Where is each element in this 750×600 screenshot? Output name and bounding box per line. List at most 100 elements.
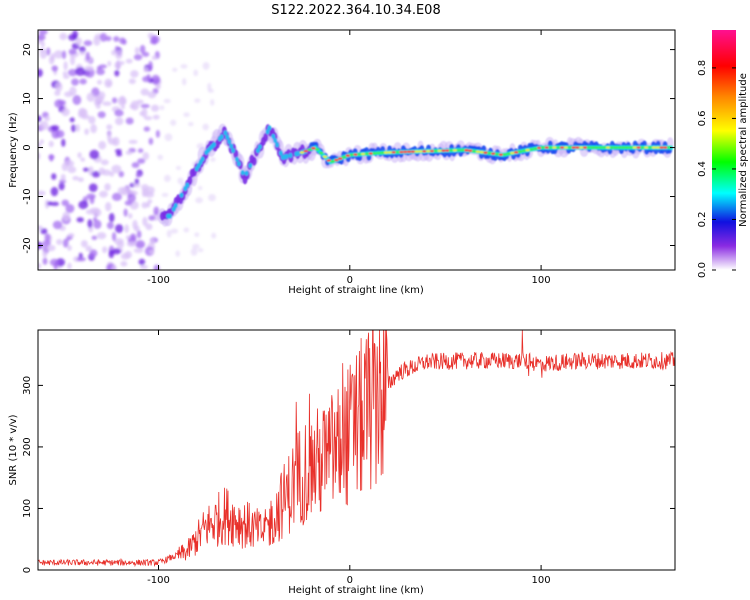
- heatmap-noise-cell: [183, 227, 190, 233]
- heatmap-ridge-core: [288, 152, 293, 158]
- heatmap-noise-cell: [112, 248, 122, 255]
- heatmap-ridge-hotspot: [464, 149, 469, 152]
- heatmap-ridge-hotspot: [345, 154, 351, 157]
- snr-ytick-label: 100: [22, 499, 33, 518]
- heatmap-noise-cell: [111, 192, 122, 201]
- heatmap-noise-cell: [211, 232, 217, 239]
- heatmap-noise-cell: [69, 117, 75, 123]
- colorbar: 0.0 0.2 0.4 0.6 0.8 Normalized spectral ampl…: [697, 30, 749, 278]
- heatmap-noise-cell: [142, 216, 148, 227]
- colorbar-tick-label: 0.8: [697, 60, 708, 76]
- heatmap-ridge-hotspot: [521, 149, 527, 153]
- heatmap-noise-cell: [96, 232, 107, 240]
- heatmap-noise-cell: [70, 55, 76, 66]
- heatmap-noise-cell: [140, 103, 150, 109]
- heatmap-noise-cell: [115, 49, 123, 60]
- heatmap-ridge-core: [265, 129, 270, 135]
- heatmap-noise-cell: [114, 69, 120, 77]
- heatmap-noise-cell: [202, 123, 209, 131]
- heatmap-noise-cell: [76, 217, 84, 223]
- heatmap-ridge-hotspot: [552, 146, 557, 149]
- heatmap-noise-cell: [49, 154, 54, 162]
- heatmap-noise-cell: [67, 245, 72, 251]
- heatmap-noise-cell: [108, 138, 117, 145]
- heatmap-noise-cell: [90, 124, 97, 134]
- heatmap-noise-cell: [38, 34, 46, 41]
- heatmap-noise-cell: [104, 183, 111, 191]
- heatmap-ridge-hotspot: [533, 147, 538, 150]
- heatmap-noise-cell: [65, 204, 75, 213]
- heatmap-ridge-hotspot: [330, 160, 335, 163]
- heatmap-noise-cell: [119, 95, 126, 104]
- heatmap-noise-cell: [46, 244, 56, 252]
- heatmap-noise-cell: [86, 92, 95, 102]
- heatmap-noise-cell: [197, 248, 204, 253]
- heatmap-noise-cell: [107, 60, 112, 67]
- heatmap-ridge-hotspot: [502, 153, 507, 156]
- heatmap-noise-cell: [80, 240, 88, 248]
- heatmap-noise-cell: [39, 120, 49, 131]
- heatmap-ridge-hotspot: [647, 146, 653, 149]
- heatmap-noise-cell: [106, 221, 114, 230]
- heatmap-ridge-hotspot: [494, 152, 500, 156]
- heatmap-noise-cell: [123, 208, 128, 217]
- heatmap-noise-cell: [99, 32, 108, 42]
- heatmap-noise-cell: [180, 64, 188, 69]
- heatmap-noise-cell: [108, 249, 115, 259]
- heatmap-ridge-hotspot: [326, 159, 331, 162]
- heatmap-noise-cell: [98, 140, 107, 150]
- heatmap-noise-cell: [194, 232, 200, 237]
- colorbar-tick-label: 0.0: [697, 262, 708, 278]
- heatmap-ridge-hotspot: [357, 153, 362, 156]
- heatmap-ridge-hotspot: [403, 150, 408, 154]
- heatmap-ridge-hotspot: [598, 146, 603, 149]
- heatmap-noise-cell: [194, 98, 201, 103]
- heatmap-ridge-hotspot: [322, 155, 328, 158]
- heatmap-ridge-hotspot: [437, 149, 442, 152]
- heatmap-noise-cell: [192, 243, 200, 250]
- heatmap-noise-cell: [52, 220, 63, 230]
- heatmap-ridge-hotspot: [399, 150, 404, 154]
- heatmap-ridge-hotspot: [460, 148, 465, 152]
- heatmap-ridge-hotspot: [353, 153, 358, 156]
- heatmap-noise-cell: [51, 65, 58, 72]
- heatmap-noise-cell: [172, 67, 178, 72]
- heatmap-ytick-label: 10: [22, 92, 33, 105]
- heatmap-noise-cell: [82, 167, 90, 172]
- heatmap-noise-cell: [38, 142, 42, 148]
- heatmap-ridge-core: [275, 142, 280, 148]
- heatmap-noise-cell: [76, 257, 86, 262]
- heatmap-ridge-core: [223, 130, 228, 136]
- heatmap-ridge-core: [296, 150, 301, 157]
- heatmap-ridge-core: [273, 137, 278, 144]
- heatmap-ridge-hotspot: [334, 158, 339, 162]
- heatmap-ridge-cell: [251, 156, 257, 166]
- heatmap-noise-cell: [105, 35, 112, 42]
- heatmap-noise-cell: [75, 37, 83, 46]
- snr-xtick-label: -100: [147, 575, 170, 586]
- heatmap-noise-cell: [111, 49, 116, 56]
- heatmap-ridge-hotspot: [510, 151, 515, 155]
- heatmap-noise-cell: [177, 177, 184, 185]
- heatmap-ridge-hotspot: [479, 151, 484, 154]
- heatmap-ridge-hotspot: [621, 146, 626, 149]
- heatmap-noise-cell: [63, 61, 68, 71]
- heatmap-noise-cell: [91, 171, 101, 178]
- heatmap-ridge-hotspot: [514, 151, 519, 154]
- heatmap-ridge-hotspot: [624, 146, 630, 149]
- heatmap-ridge-hotspot: [487, 151, 492, 155]
- heatmap-noise-cell: [159, 105, 165, 111]
- heatmap-ytick-label: 0: [22, 144, 33, 150]
- heatmap-ridge-core: [200, 156, 205, 162]
- heatmap-ridge-hotspot: [632, 146, 638, 149]
- heatmap-noise-cell: [170, 228, 179, 234]
- heatmap-noise-cell: [90, 207, 100, 214]
- heatmap-noise-cell: [155, 129, 160, 138]
- heatmap-noise-cell: [127, 193, 136, 203]
- heatmap-ridge-hotspot: [395, 150, 400, 154]
- heatmap-noise-cell: [72, 175, 79, 181]
- heatmap-noise-cell: [125, 117, 134, 125]
- heatmap-noise-cell: [89, 149, 100, 160]
- heatmap-noise-cell: [80, 157, 86, 162]
- heatmap-ridge-hotspot: [517, 150, 523, 153]
